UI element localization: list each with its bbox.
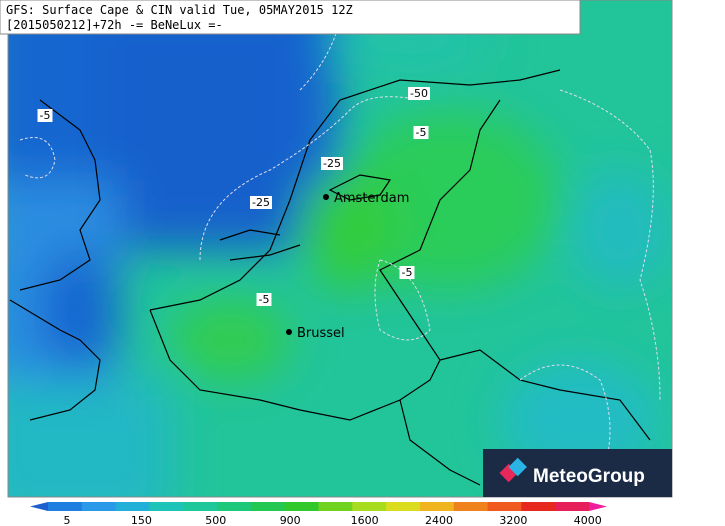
contour-label: -25 (323, 157, 341, 170)
colorbar-segment (521, 502, 556, 511)
contour-label: -5 (416, 126, 427, 139)
contour-label: -5 (40, 109, 51, 122)
colorbar-label: 2400 (425, 514, 453, 526)
colorbar-label: 3200 (499, 514, 527, 526)
colorbar-label: 1600 (351, 514, 379, 526)
logo-text: MeteoGroup (533, 466, 645, 487)
colorbar-label: 500 (205, 514, 226, 526)
city-dot (323, 194, 329, 200)
colorbar-label: 150 (131, 514, 152, 526)
colorbar: 5 150 500 900 1600 2400 3200 4000 (30, 502, 607, 526)
colorbar-segment (555, 502, 590, 511)
header-box (0, 0, 581, 35)
colorbar-segment (487, 502, 522, 511)
map-field (8, 0, 672, 497)
contour-label-box (250, 196, 272, 209)
colorbar-arrow (589, 502, 607, 511)
colorbar-label: 5 (64, 514, 71, 526)
colorbar-segment (81, 502, 117, 511)
contour-label-box (37, 109, 53, 122)
map-frame (7, 0, 673, 498)
colorbar-segment (284, 502, 319, 511)
contour-label: -5 (402, 266, 413, 279)
header-title: GFS: Surface Cape & CIN valid Tue, 05MAY… (6, 3, 353, 17)
colorbar-segment (453, 502, 489, 511)
city-label: Brussel (297, 326, 345, 341)
colorbar-segment (386, 502, 421, 511)
colorbar-segment (115, 502, 150, 511)
colorbar-segment (217, 502, 252, 511)
contour-label: -25 (252, 196, 270, 209)
colorbar-segment (318, 502, 353, 511)
contour-label-box (408, 87, 430, 100)
colorbar-segment (352, 502, 387, 511)
colorbar-segment (183, 502, 218, 511)
colorbar-label: 4000 (574, 514, 602, 526)
colorbar-arrow (30, 502, 48, 511)
contour-labels: -5 -50 -5 -25 -25 -5 -5 (37, 87, 430, 306)
colorbar-segment (419, 502, 455, 511)
contour-label-box (321, 157, 343, 170)
colorbar-label: 900 (280, 514, 301, 526)
city-dot (286, 329, 292, 335)
header-subtitle: [2015050212]+72h -= BeNeLux =- (6, 18, 223, 32)
city-label: Amsterdam (334, 191, 409, 206)
colorbar-segment (48, 502, 83, 511)
contour-label-box (256, 293, 272, 306)
contour-label-box (413, 126, 429, 139)
contour-label: -5 (259, 293, 270, 306)
contour-label: -50 (410, 87, 428, 100)
contour-label-box (399, 266, 415, 279)
colorbar-segment (250, 502, 286, 511)
colorbar-segment (149, 502, 184, 511)
